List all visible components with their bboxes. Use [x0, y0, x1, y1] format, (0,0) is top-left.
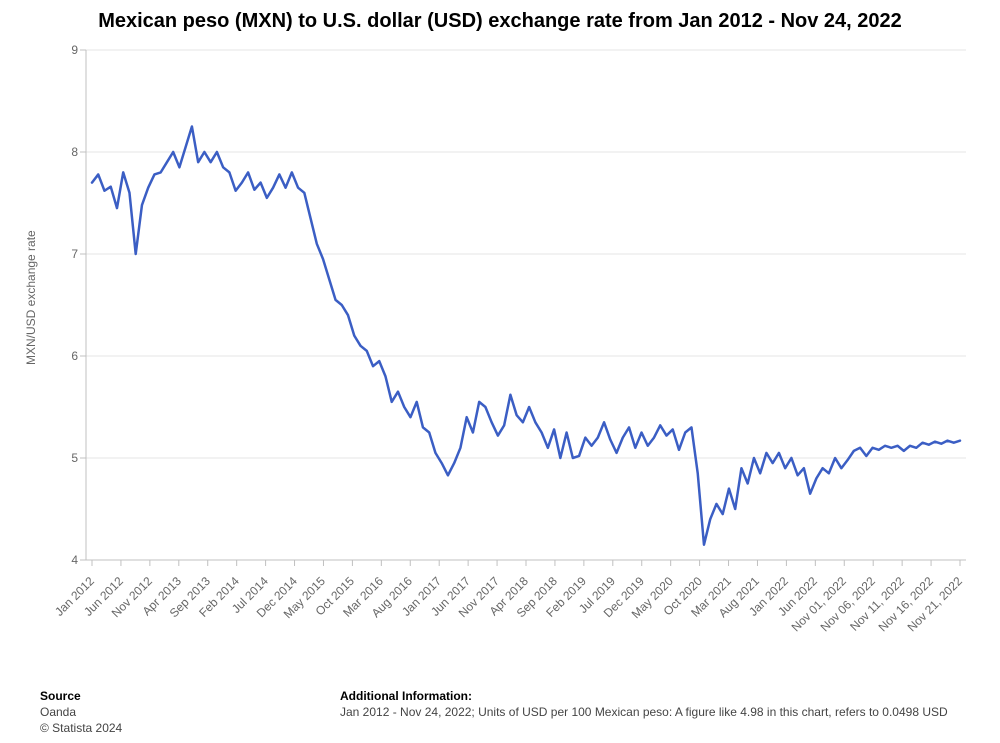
copyright-text: © Statista 2024	[40, 720, 122, 736]
source-heading: Source	[40, 688, 122, 704]
y-tick-label: 6	[48, 349, 78, 363]
y-axis-label: MXN/USD exchange rate	[24, 230, 38, 365]
y-tick-label: 4	[48, 553, 78, 567]
y-tick-label: 5	[48, 451, 78, 465]
chart-title: Mexican peso (MXN) to U.S. dollar (USD) …	[0, 10, 1000, 33]
chart-svg	[86, 50, 966, 560]
chart-container: Mexican peso (MXN) to U.S. dollar (USD) …	[0, 0, 1000, 743]
y-tick-label: 7	[48, 247, 78, 261]
footer-source: Source Oanda © Statista 2024	[40, 688, 122, 737]
footer-info: Additional Information: Jan 2012 - Nov 2…	[340, 688, 980, 720]
y-tick-label: 8	[48, 145, 78, 159]
chart-plot-area	[86, 50, 966, 560]
y-tick-label: 9	[48, 43, 78, 57]
info-heading: Additional Information:	[340, 688, 980, 704]
info-text: Jan 2012 - Nov 24, 2022; Units of USD pe…	[340, 704, 980, 720]
source-text: Oanda	[40, 704, 122, 720]
